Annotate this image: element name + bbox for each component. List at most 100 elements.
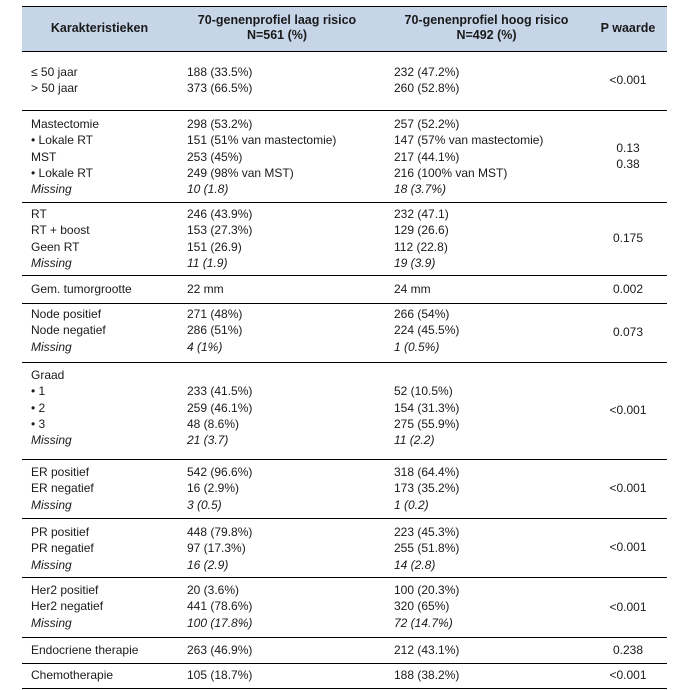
hoog-risico-value: 1 (0.5%)	[394, 339, 440, 354]
hoog-risico-value: 129 (26.6)	[394, 223, 449, 238]
row-label: Geen RT	[31, 239, 80, 254]
laag-risico-value: 16 (2.9)	[187, 557, 229, 572]
hoog-risico-value: 112 (22.8)	[394, 239, 448, 254]
row-label: Graad	[31, 368, 65, 382]
laag-risico-value: 10 (1.8)	[187, 182, 229, 197]
p-value: 0.002	[612, 281, 644, 296]
hoog-risico-value: 320 (65%)	[394, 599, 450, 614]
row-label: MST	[31, 149, 57, 164]
row-label: Mastectomie	[31, 117, 100, 131]
laag-risico-value: 153 (27.3%)	[187, 223, 253, 238]
laag-risico-value: 105 (18.7%)	[187, 668, 253, 682]
laag-risico-value: 373 (66.5%)	[187, 81, 253, 96]
laag-risico-value: 97 (17.3%)	[187, 541, 246, 556]
row-group: Chemotherapie 105 (18.7%) 188 (38.2%) <0.00…	[22, 663, 667, 689]
row-group: ER positief 542 (96.6%) 318 (64.4%) ER nega…	[22, 459, 667, 519]
row-label: Her2 negatief	[31, 599, 104, 614]
laag-risico-value: 271 (48%)	[187, 307, 243, 321]
header-laag-risico-title: 70-genenprofiel laag risico	[197, 13, 357, 27]
laag-risico-value: 16 (2.9%)	[187, 481, 240, 496]
laag-risico-value: 286 (51%)	[187, 323, 243, 338]
row-group: ≤ 50 jaar 188 (33.5%) 232 (47.2%) > 50 jaar…	[22, 51, 667, 111]
p-value: 0.175	[612, 231, 644, 246]
row-group: Mastectomie 298 (53.2%) 257 (52.2%) • Lokal…	[22, 110, 667, 203]
laag-risico-value: 441 (78.6%)	[187, 599, 253, 614]
laag-risico-value: 22 mm	[187, 282, 224, 296]
hoog-risico-value: 224 (45.5%)	[394, 323, 460, 338]
row-label: Missing	[31, 497, 72, 512]
p-value: 0.13	[616, 140, 640, 155]
hoog-risico-value: 14 (2.8)	[394, 557, 436, 572]
hoog-risico-value: 275 (55.9%)	[394, 416, 460, 431]
row-label: Missing	[31, 339, 72, 354]
laag-risico-value: 253 (45%)	[187, 149, 243, 164]
row-group: Endocriene therapie 263 (46.9%) 212 (43.1%…	[22, 637, 667, 664]
header-karakteristieken: Karakteristieken	[50, 21, 149, 35]
hoog-risico-value: 266 (54%)	[394, 307, 450, 321]
hoog-risico-value: 217 (44.1%)	[394, 149, 460, 164]
laag-risico-value: 151 (26.9)	[187, 239, 242, 254]
hoog-risico-value: 11 (2.2)	[394, 433, 435, 448]
row-label: ER negatief	[31, 481, 94, 496]
header-hoog-risico-n: N=492 (%)	[456, 28, 517, 42]
p-value: 0.38	[616, 157, 640, 171]
row-label: Chemotherapie	[31, 668, 114, 682]
p-value: <0.001	[609, 540, 647, 555]
laag-risico-value: 188 (33.5%)	[187, 65, 253, 79]
hoog-risico-value: 216 (100% van MST)	[394, 165, 508, 180]
row-label: Missing	[31, 557, 72, 572]
hoog-risico-value: 72 (14.7%)	[394, 615, 453, 630]
row-label: Missing	[31, 615, 72, 630]
row-label: Node positief	[31, 307, 102, 321]
laag-risico-value: 259 (46.1%)	[187, 400, 253, 415]
row-label: PR positief	[31, 525, 90, 539]
row-label: ≤ 50 jaar	[31, 65, 78, 79]
row-label: Gem. tumorgrootte	[31, 282, 132, 296]
row-group: RT 246 (43.9%) 232 (47.1) RT + boost 153 (27…	[22, 202, 667, 276]
header-laag-risico: 70-genenprofiel laag risico N=561 (%)	[177, 13, 377, 43]
row-label: • 3	[31, 416, 46, 431]
p-value: 0.073	[612, 325, 644, 340]
header-hoog-risico: 70-genenprofiel hoog risico N=492 (%)	[384, 13, 589, 43]
p-value: <0.001	[609, 481, 647, 496]
laag-risico-value: 233 (41.5%)	[187, 384, 253, 399]
laag-risico-value: 298 (53.2%)	[187, 117, 253, 131]
laag-risico-value: 3 (0.5)	[187, 497, 222, 512]
header-hoog-risico-title: 70-genenprofiel hoog risico	[404, 13, 569, 27]
row-label: Her2 positief	[31, 583, 99, 597]
header-laag-risico-n: N=561 (%)	[246, 28, 308, 42]
row-label: RT + boost	[31, 223, 90, 238]
laag-risico-value: 542 (96.6%)	[187, 465, 253, 479]
hoog-risico-value: 255 (51.8%)	[394, 541, 460, 556]
row-label: • Lokale RT	[31, 165, 94, 180]
laag-risico-value: 263 (46.9%)	[187, 643, 253, 657]
hoog-risico-value: 154 (31.3%)	[394, 400, 460, 415]
laag-risico-value: 4 (1%)	[187, 339, 223, 354]
hoog-risico-value: 232 (47.2%)	[394, 65, 460, 79]
hoog-risico-value: 18 (3.7%)	[394, 182, 447, 197]
laag-risico-value: 21 (3.7)	[187, 433, 229, 448]
laag-risico-value: 11 (1.9)	[187, 255, 228, 270]
row-label: Missing	[31, 182, 72, 197]
hoog-risico-value: 232 (47.1)	[394, 207, 449, 221]
laag-risico-value: 246 (43.9%)	[187, 207, 253, 221]
hoog-risico-value: 1 (0.2)	[394, 497, 429, 512]
row-label: • 2	[31, 400, 46, 415]
row-group: Gem. tumorgrootte 22 mm 24 mm 0.002	[22, 275, 667, 304]
hoog-risico-value: 188 (38.2%)	[394, 668, 460, 682]
hoog-risico-value: 318 (64.4%)	[394, 465, 460, 479]
hoog-risico-value: 223 (45.3%)	[394, 525, 460, 539]
p-value: <0.001	[609, 73, 647, 88]
row-label: PR negatief	[31, 541, 94, 556]
row-label: Node negatief	[31, 323, 106, 338]
laag-risico-value: 20 (3.6%)	[187, 583, 240, 597]
hoog-risico-value: 212 (43.1%)	[394, 643, 460, 657]
row-label: Endocriene therapie	[31, 643, 139, 657]
p-value: 0.238	[612, 642, 644, 657]
hoog-risico-value: 19 (3.9)	[394, 255, 436, 270]
hoog-risico-value: 147 (57% van mastectomie)	[394, 133, 544, 148]
p-value: <0.001	[609, 403, 647, 418]
laag-risico-value: 151 (51% van mastectomie)	[187, 133, 337, 148]
laag-risico-value: 448 (79.8%)	[187, 525, 253, 539]
p-value: <0.001	[609, 668, 647, 683]
